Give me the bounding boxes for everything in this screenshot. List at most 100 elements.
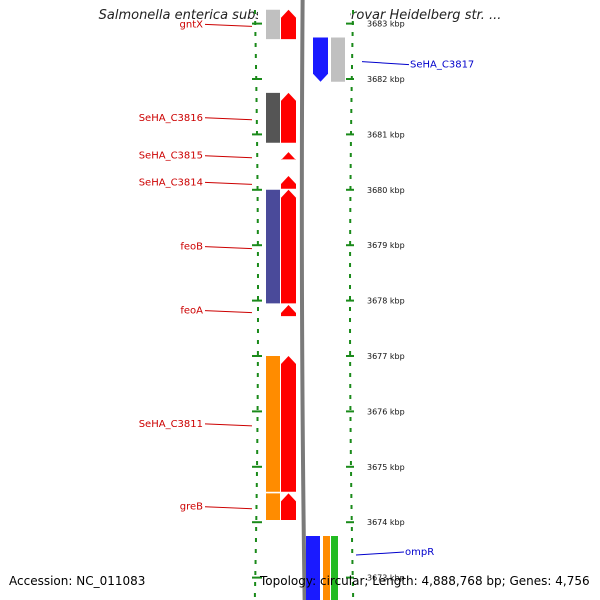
border-dot-left <box>256 208 259 212</box>
border-dot-left <box>255 109 258 113</box>
topology-text: Topology: circular; Length: 4,888,768 bp… <box>260 574 590 588</box>
border-dot-right <box>350 483 353 487</box>
border-dot-left <box>256 241 259 245</box>
border-dot-right <box>349 263 352 267</box>
gene-seha-c3815-connector <box>204 155 253 159</box>
gene-gntx-label: gntX <box>180 19 204 30</box>
border-dot-left <box>254 549 257 553</box>
border-dot-right <box>349 329 352 333</box>
gene-seha-c3816-connector <box>204 117 253 121</box>
gene-seha-c3814-feature <box>281 175 296 189</box>
border-dot-left <box>256 263 259 267</box>
border-dot-left <box>254 43 257 47</box>
border-dot-right <box>352 593 355 597</box>
border-dot-right <box>350 87 353 91</box>
gene-greb-feature <box>281 493 296 520</box>
genome-backbone <box>299 0 307 600</box>
border-dot-left <box>256 373 259 377</box>
border-dot-right <box>349 318 352 322</box>
gene-seha-c3815-label: SeHA_C3815 <box>139 151 203 162</box>
border-dot-right <box>349 252 352 256</box>
border-dot-left <box>256 384 259 388</box>
tick-label: 3683 kbp <box>367 20 405 29</box>
gene-feob-category <box>266 189 280 304</box>
border-dot-right <box>349 153 352 157</box>
border-dot-left <box>254 538 257 542</box>
gene-ompr-category2 <box>331 536 338 600</box>
border-dot-left <box>256 450 259 454</box>
border-dot-right <box>351 571 354 575</box>
border-dot-left <box>255 494 258 498</box>
gene-feob-feature <box>281 189 296 304</box>
gene-seha-c3811-label: SeHA_C3811 <box>139 419 203 430</box>
gene-feob-connector <box>204 246 253 250</box>
border-dot-left <box>256 285 259 289</box>
border-dot-right <box>349 450 352 454</box>
border-dot-right <box>349 186 352 190</box>
gene-seha-c3811-category <box>266 356 280 492</box>
border-dot-left <box>255 505 258 509</box>
border-dot-right <box>350 98 353 102</box>
border-dot-right <box>349 395 352 399</box>
gene-seha-c3811-connector <box>204 423 253 427</box>
border-dot-right <box>350 516 353 520</box>
tick-label: 3678 kbp <box>367 297 405 306</box>
border-dot-left <box>256 164 259 168</box>
gene-seha-c3816-feature <box>281 92 296 143</box>
border-dot-right <box>352 10 355 14</box>
border-dot-left <box>256 219 259 223</box>
border-dot-left <box>254 560 257 564</box>
gene-gntx-feature <box>281 9 296 40</box>
border-dot-right <box>350 131 353 135</box>
border-dot-right <box>351 54 354 58</box>
gene-seha-c3811-feature <box>281 356 296 492</box>
border-dot-right <box>349 307 352 311</box>
tick-label: 3681 kbp <box>367 130 405 139</box>
border-dot-right <box>349 296 352 300</box>
border-dot-left <box>256 318 259 322</box>
border-dot-right <box>349 351 352 355</box>
border-dot-right <box>349 219 352 223</box>
tick-label: 3679 kbp <box>367 241 405 250</box>
border-dot-left <box>256 406 259 410</box>
gene-ompr-feature <box>306 536 320 600</box>
border-dot-right <box>351 538 354 542</box>
border-dot-right <box>349 175 352 179</box>
tick-label: 3674 kbp <box>367 518 405 527</box>
gene-seha-c3816-label: SeHA_C3816 <box>139 113 203 124</box>
border-dot-left <box>256 153 259 157</box>
border-dot-right <box>351 43 354 47</box>
gene-feoa-connector <box>204 310 253 314</box>
border-dot-left <box>253 10 256 14</box>
border-dot-left <box>256 362 259 366</box>
tick-label: 3676 kbp <box>367 407 405 416</box>
border-dot-right <box>351 549 354 553</box>
tick-label: 3675 kbp <box>367 463 405 472</box>
border-dot-right <box>351 582 354 586</box>
border-dot-right <box>349 197 352 201</box>
border-dot-right <box>350 65 353 69</box>
border-dot-left <box>255 527 258 531</box>
border-dot-left <box>256 142 259 146</box>
gene-ompr-label: ompR <box>405 547 434 558</box>
accession-text: Accession: NC_011083 <box>9 574 146 588</box>
border-dot-left <box>256 230 259 234</box>
border-dot-right <box>349 428 352 432</box>
border-dot-left <box>254 32 257 36</box>
tick-label: 3677 kbp <box>367 352 405 361</box>
border-dot-left <box>256 351 259 355</box>
border-dot-right <box>349 142 352 146</box>
gene-greb-category <box>266 493 280 520</box>
border-dot-right <box>350 527 353 531</box>
border-dot-left <box>256 395 259 399</box>
border-dot-right <box>349 241 352 245</box>
border-dot-left <box>256 340 259 344</box>
border-dot-left <box>256 186 259 190</box>
border-dot-right <box>349 230 352 234</box>
gene-feoa-label: feoA <box>180 306 203 317</box>
border-dot-right <box>350 472 353 476</box>
border-dot-left <box>255 120 258 124</box>
gene-seha-c3817-connector <box>361 61 410 66</box>
border-dot-left <box>255 98 258 102</box>
